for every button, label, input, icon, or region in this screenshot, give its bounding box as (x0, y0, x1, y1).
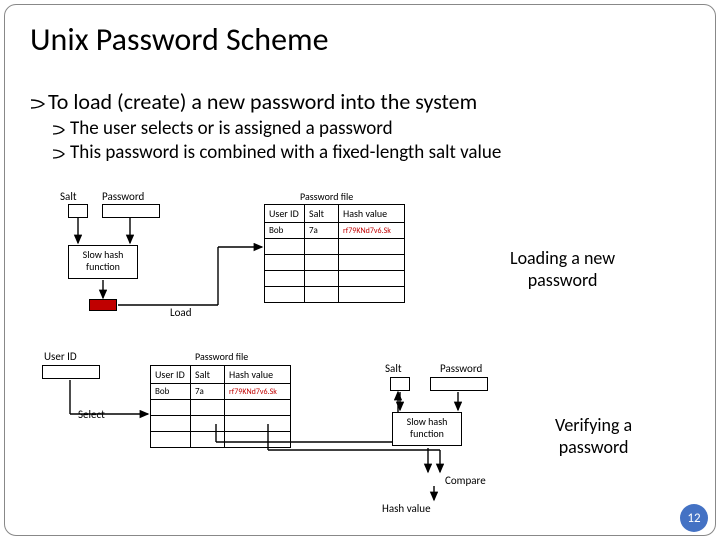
salt-label: Salt (60, 190, 77, 203)
password-file-label-bottom: Password file (195, 350, 248, 363)
bullet-arrow-icon (52, 141, 70, 164)
password-box (102, 204, 160, 218)
bullet-1: To load (create) a new password into the… (30, 88, 690, 115)
bullet-arrow-icon (30, 88, 48, 115)
salt-box-bottom (390, 377, 410, 391)
slide-title: Unix Password Scheme (30, 20, 329, 59)
td-hash: rf79KNd7v6.Sk (339, 223, 405, 239)
bullet-list: To load (create) a new password into the… (30, 88, 690, 165)
td-salt: 7a (191, 384, 225, 400)
salt-label-bottom: Salt (385, 362, 402, 375)
hashvalue-label: Hash value (382, 502, 431, 515)
password-file-table-top: User IDSaltHash value Bob7arf79KNd7v6.Sk (264, 204, 405, 303)
td-user: Bob (151, 384, 191, 400)
password-label: Password (102, 190, 144, 203)
th-salt: Salt (191, 366, 225, 384)
th-hash: Hash value (339, 205, 405, 223)
hash-function-box-bottom: Slow hash function (392, 412, 462, 446)
th-userid: User ID (151, 366, 191, 384)
compare-label: Compare (445, 474, 486, 487)
password-box-bottom (430, 377, 488, 391)
bullet-arrow-icon (52, 117, 70, 140)
password-file-table-bottom: User IDSaltHash value Bob7arf79KNd7v6.Sk (150, 365, 291, 448)
td-salt: 7a (305, 223, 339, 239)
th-userid: User ID (265, 205, 305, 223)
bullet-2b: This password is combined with a fixed-l… (52, 141, 690, 164)
userid-box (42, 365, 100, 379)
bullet-2a: The user selects or is assigned a passwo… (52, 117, 690, 140)
hash-output-box (89, 299, 117, 311)
td-hash: rf79KNd7v6.Sk (225, 384, 291, 400)
select-label: Select (78, 408, 105, 421)
hash-function-box: Slow hash function (68, 245, 138, 279)
password-label-bottom: Password (440, 362, 482, 375)
td-user: Bob (265, 223, 305, 239)
th-hash: Hash value (225, 366, 291, 384)
userid-label: User ID (44, 350, 77, 363)
verifying-caption: Verifying a password (555, 415, 632, 458)
password-file-label-top: Password file (300, 190, 353, 203)
load-label: Load (170, 306, 191, 319)
loading-caption: Loading a new password (510, 248, 615, 291)
th-salt: Salt (305, 205, 339, 223)
diagram-area: Salt Password Slow hash function Load Pa… (0, 190, 720, 530)
page-number: 12 (680, 504, 708, 532)
salt-box (68, 204, 88, 218)
